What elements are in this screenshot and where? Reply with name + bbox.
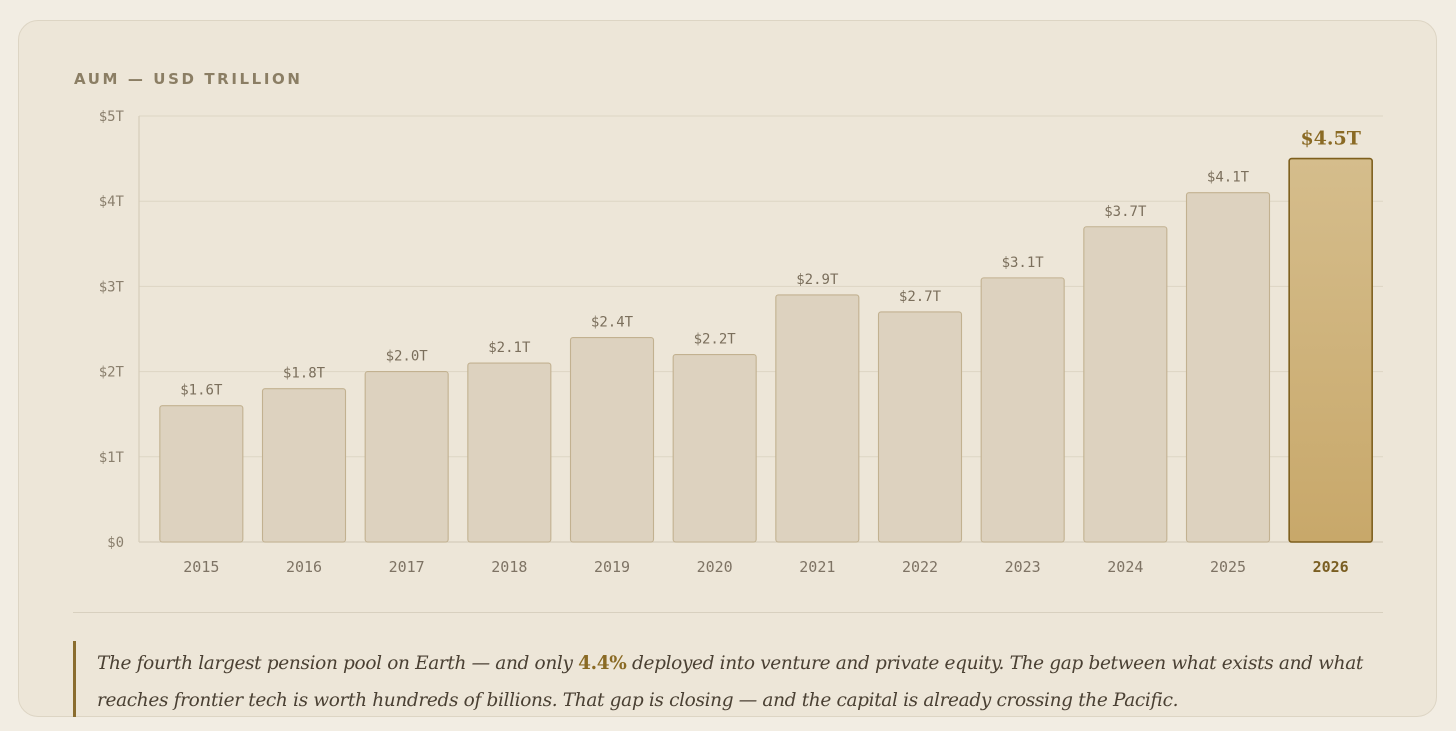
data-labels: $1.6T $1.8T $2.0T $2.1T $2.4T $2.2T $2.9T $2.7T… xyxy=(180,128,1361,399)
data-label-2021: $2.9T xyxy=(796,272,839,288)
x-tick-label-2022: 2022 xyxy=(902,558,938,576)
data-label-2023: $3.1T xyxy=(1002,255,1045,271)
data-label-2025: $4.1T xyxy=(1207,170,1250,186)
divider xyxy=(73,612,1383,613)
data-label-2015: $1.6T xyxy=(180,383,223,399)
data-label-2020: $2.2T xyxy=(694,332,737,348)
bar-2024 xyxy=(1083,226,1168,543)
y-tick-label: $4T xyxy=(99,194,125,210)
x-tick-label-2026: 2026 xyxy=(1313,558,1349,576)
y-ticks: $0 $1T $2T $3T $4T $5T xyxy=(99,109,125,551)
x-tick-label-2015: 2015 xyxy=(183,558,219,576)
x-tick-label-2024: 2024 xyxy=(1107,558,1143,576)
bar-2023 xyxy=(980,277,1065,543)
bar-2025 xyxy=(1185,192,1271,543)
data-label-2024: $3.7T xyxy=(1104,204,1147,220)
bar-2017 xyxy=(364,371,449,543)
bar-highlight-2026 xyxy=(1288,157,1373,543)
y-tick-label: $1T xyxy=(99,450,125,466)
bar-2018 xyxy=(467,362,552,543)
quote-text-after: deployed into venture and private equity… xyxy=(97,653,1363,711)
pullquote: The fourth largest pension pool on Earth… xyxy=(73,641,1383,717)
bar-2021 xyxy=(775,294,860,543)
x-tick-label-2019: 2019 xyxy=(594,558,630,576)
grid-lines xyxy=(139,115,1383,458)
data-label-2022: $2.7T xyxy=(899,289,942,305)
bars xyxy=(159,157,1373,543)
quote-accent-percent: 4.4% xyxy=(578,653,627,674)
data-label-2026: $4.5T xyxy=(1300,128,1360,150)
bar-2020 xyxy=(672,354,757,543)
x-tick-label-2025: 2025 xyxy=(1210,558,1246,576)
x-tick-label-2023: 2023 xyxy=(1005,558,1041,576)
bar-2016 xyxy=(261,388,347,543)
x-tick-label-2020: 2020 xyxy=(697,558,733,576)
bar-2015 xyxy=(159,405,244,543)
x-ticks: 2015 2016 2017 2018 2019 2020 2021 2022 2023 2024… xyxy=(183,558,1348,576)
y-tick-label: $3T xyxy=(99,279,125,295)
data-label-2018: $2.1T xyxy=(488,340,531,356)
x-tick-label-2018: 2018 xyxy=(491,558,527,576)
x-tick-label-2017: 2017 xyxy=(389,558,425,576)
data-label-2016: $1.8T xyxy=(283,366,326,382)
quote-text-before: The fourth largest pension pool on Earth… xyxy=(97,653,579,674)
axes xyxy=(138,116,1383,543)
x-tick-label-2021: 2021 xyxy=(799,558,835,576)
y-tick-label: $2T xyxy=(99,365,125,381)
y-tick-label: $5T xyxy=(99,109,125,125)
bar-2019 xyxy=(569,336,655,543)
data-label-2017: $2.0T xyxy=(386,349,429,365)
chart-label: AUM — USD TRILLION xyxy=(74,70,303,88)
data-label-2019: $2.4T xyxy=(591,315,634,331)
x-tick-label-2016: 2016 xyxy=(286,558,322,576)
bar-2022 xyxy=(877,311,963,543)
y-tick-label: $0 xyxy=(107,535,124,551)
